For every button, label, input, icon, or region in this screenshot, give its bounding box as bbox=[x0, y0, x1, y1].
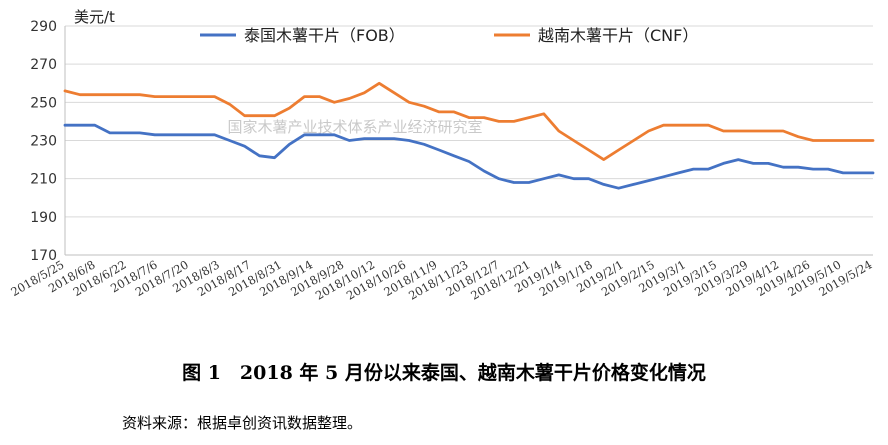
x-tick-labels: 2018/5/252018/6/82018/6/222018/7/62018/7… bbox=[8, 257, 874, 302]
series-line-1 bbox=[63, 81, 875, 162]
series-lines bbox=[63, 81, 875, 190]
figure-caption: 图 1 2018 年 5 月份以来泰国、越南木薯干片价格变化情况 bbox=[182, 362, 706, 384]
y-axis-label: 美元/t bbox=[74, 8, 115, 26]
legend-label-0: 泰国木薯干片（FOB） bbox=[244, 26, 405, 45]
y-tick-label: 270 bbox=[30, 57, 57, 73]
legend: 泰国木薯干片（FOB） 越南木薯干片（CNF） bbox=[200, 26, 698, 45]
gridlines bbox=[65, 25, 873, 256]
series-line-0 bbox=[63, 123, 875, 190]
y-tick-label: 290 bbox=[30, 19, 57, 35]
watermark: 国家木薯产业技术体系产业经济研究室 bbox=[227, 118, 482, 136]
y-tick-label: 170 bbox=[30, 248, 57, 264]
data-source-note: 资料来源：根据卓创资讯数据整理。 bbox=[122, 414, 363, 432]
y-tick-label: 250 bbox=[30, 95, 57, 111]
axes bbox=[64, 26, 873, 256]
legend-label-1: 越南木薯干片（CNF） bbox=[538, 26, 698, 45]
y-tick-labels: 170 190 210 230 250 270 290 bbox=[30, 19, 57, 264]
y-tick-label: 230 bbox=[30, 134, 57, 150]
y-tick-label: 190 bbox=[30, 210, 57, 226]
price-line-chart: 170 190 210 230 250 270 290 2018/5/252018/6/82… bbox=[8, 8, 875, 303]
y-tick-label: 210 bbox=[30, 172, 57, 188]
